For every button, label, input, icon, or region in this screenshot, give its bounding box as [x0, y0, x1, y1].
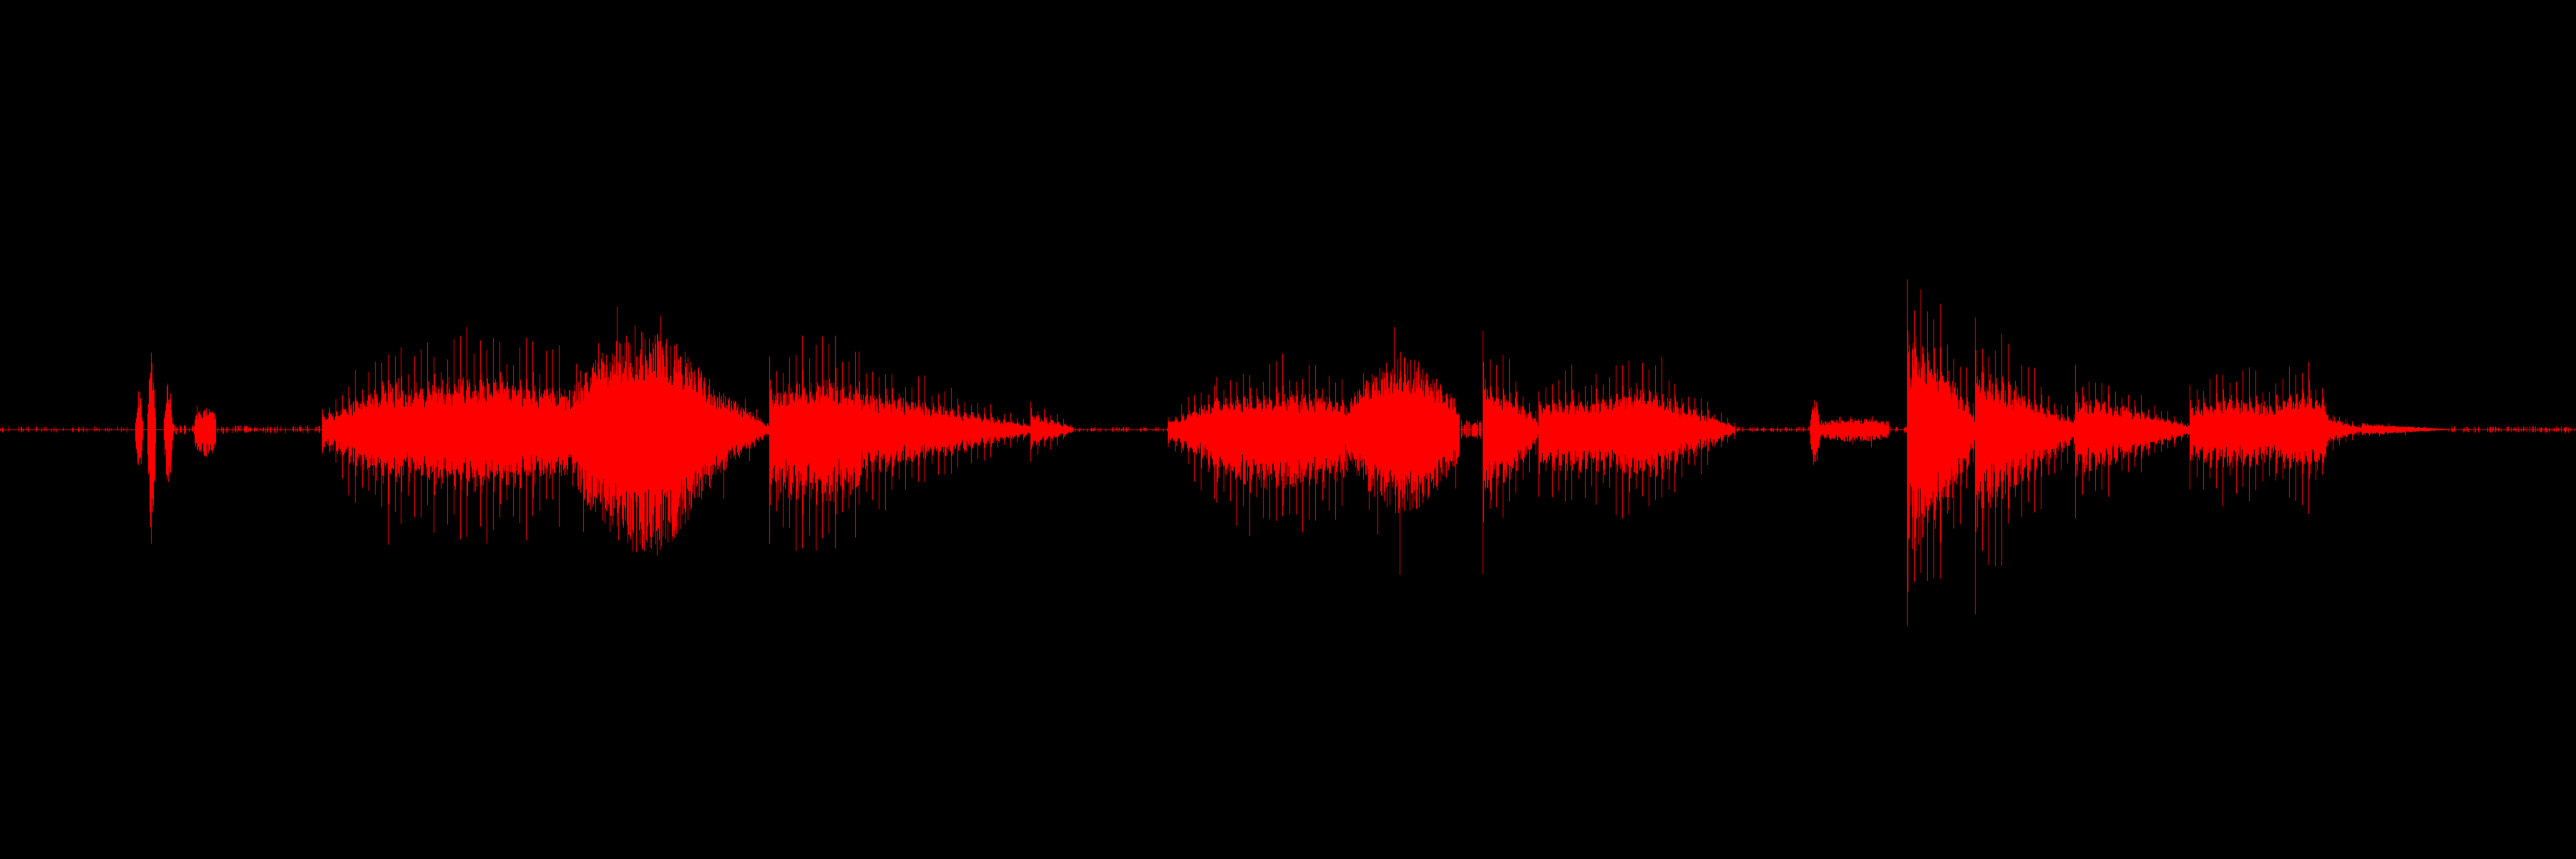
audio-waveform-canvas[interactable] [0, 0, 2576, 859]
waveform-viewer[interactable] [0, 0, 2576, 859]
